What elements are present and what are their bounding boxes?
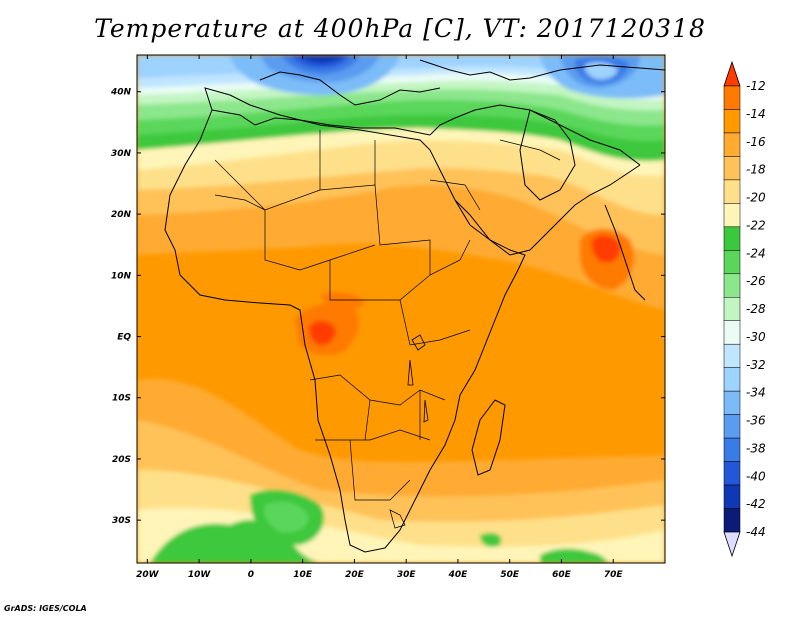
colorbar-bin	[723, 343, 741, 368]
x-tick-label: 20W	[136, 570, 160, 580]
y-tick-label: 10S	[112, 394, 131, 404]
colorbar-label: -12	[746, 79, 766, 93]
credit-label: GrADS: IGES/COLA	[4, 604, 87, 613]
colorbar-label: -32	[746, 358, 766, 372]
x-tick-label: 60E	[552, 570, 572, 580]
colorbar-min-triangle	[723, 531, 741, 558]
colorbar-bin	[723, 203, 741, 228]
colorbar-bin	[723, 508, 741, 533]
colorbar-bin	[723, 297, 741, 321]
y-tick-label: 30S	[112, 516, 131, 526]
chart-title: Temperature at 400hPa [C], VT: 201712031…	[94, 14, 706, 43]
colorbar-max-triangle	[723, 60, 741, 87]
x-tick-label: 10E	[293, 570, 313, 580]
y-tick-label: 10N	[111, 271, 132, 281]
colorbar-bin	[723, 484, 741, 509]
x-tick-label: 20E	[345, 570, 365, 580]
colorbar-label: -36	[746, 414, 766, 428]
colorbar-bin	[723, 132, 741, 157]
colorbar-bin	[723, 179, 741, 204]
coastlines	[164, 59, 665, 553]
colorbar-bin	[723, 273, 741, 298]
y-tick-label: 20S	[112, 455, 131, 465]
x-tick-label: 10W	[188, 570, 212, 580]
colorbar-label: -18	[746, 163, 766, 177]
x-axis: 20W 10W 0 10E 20E 30E 40E 50E 60E 70E	[136, 55, 623, 580]
plot-frame	[136, 54, 666, 564]
y-tick-label: 30N	[111, 149, 132, 159]
colorbar-bin	[723, 226, 741, 251]
x-tick-label: 30E	[397, 570, 417, 580]
colorbar-label: -28	[746, 302, 766, 316]
x-tick-label: 0	[248, 570, 254, 580]
colorbar-label: -40	[746, 469, 766, 483]
colorbar-label: -38	[746, 441, 766, 455]
colorbar-bin	[723, 109, 741, 134]
y-tick-label: 20N	[111, 210, 132, 220]
x-tick-label: 50E	[500, 570, 520, 580]
y-tick-label: EQ	[117, 333, 131, 343]
temperature-field	[137, 55, 665, 563]
colorbar-bin	[723, 414, 741, 439]
colorbar-label: -26	[746, 274, 766, 288]
colorbar-bin	[723, 320, 741, 345]
colorbar-label: -22	[746, 218, 766, 232]
colorbar-bin	[723, 156, 741, 181]
lakes	[407, 334, 429, 423]
colorbar-label: -34	[746, 386, 766, 400]
colorbar-label: -42	[746, 497, 766, 511]
colorbar-label: -14	[746, 107, 766, 121]
colorbar-label: -16	[746, 135, 766, 149]
colorbar-bin	[723, 85, 741, 110]
colorbar-bin	[723, 367, 741, 392]
colorbar-label: -30	[746, 330, 766, 344]
x-tick-label: 70E	[604, 570, 624, 580]
colorbar: -12 -14 -16 -18 -20 -22 -24 -26 -28 -30 -32 -34 -36 -…	[723, 60, 766, 558]
x-tick-label: 40E	[448, 570, 469, 580]
y-tick-label: 40N	[110, 88, 132, 98]
colorbar-label: -44	[746, 525, 766, 539]
colorbar-bin	[723, 390, 741, 415]
colorbar-label: -24	[746, 246, 766, 260]
colorbar-label: -20	[746, 191, 766, 205]
colorbar-bin	[723, 461, 741, 486]
y-axis: 40N 30N 20N 10N EQ 10S 20S 30S	[110, 88, 665, 526]
colorbar-bin	[723, 250, 741, 275]
colorbar-bin	[723, 437, 741, 462]
country-borders	[214, 130, 561, 529]
